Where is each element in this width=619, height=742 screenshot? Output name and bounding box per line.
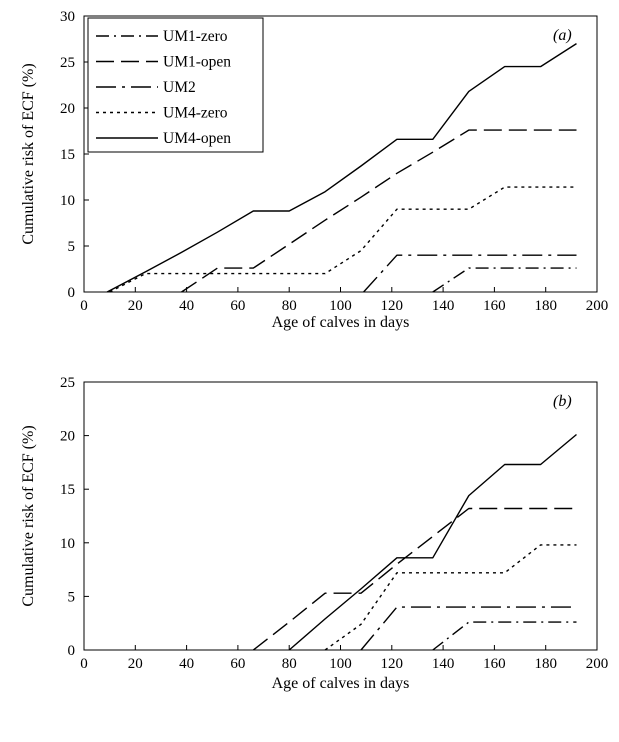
x-tick-label: 0 <box>80 656 88 672</box>
x-tick-label: 120 <box>381 656 404 672</box>
x-tick-label: 60 <box>230 298 245 314</box>
y-tick-label: 25 <box>60 55 75 71</box>
x-tick-label: 20 <box>128 656 143 672</box>
x-axis-title: Age of calves in days <box>272 675 410 692</box>
series-line-um4-open <box>288 433 577 651</box>
x-tick-label: 200 <box>586 298 609 314</box>
x-tick-label: 140 <box>432 298 455 314</box>
series-line-um1-zero <box>432 267 577 293</box>
x-tick-label: 40 <box>179 656 194 672</box>
y-tick-label: 20 <box>60 101 75 117</box>
series-line-um2 <box>363 254 577 293</box>
y-tick-label: 15 <box>60 482 75 498</box>
legend-label: UM1-open <box>163 54 231 71</box>
plot-frame <box>83 381 598 651</box>
chart-panel-b: 0 20 40 60 80 100 120 140 160 180 200 0 5 10 15 20 25 Age… <box>20 375 608 692</box>
y-tick-label: 5 <box>68 239 76 255</box>
panel-label: (a) <box>553 27 572 44</box>
legend-label: UM4-zero <box>163 105 228 122</box>
legend-label: UM2 <box>163 79 196 96</box>
legend: UM1-zero UM1-open UM2 UM4-zero UM4-open <box>87 17 264 153</box>
series-line-um2 <box>360 606 577 651</box>
x-tick-label: 120 <box>381 298 404 314</box>
series-line-um4-zero <box>109 186 577 293</box>
series-line-um1-open <box>252 507 577 651</box>
x-tick-label: 180 <box>534 298 557 314</box>
x-tick-label: 100 <box>329 298 352 314</box>
y-tick-label: 30 <box>60 9 75 25</box>
x-tick-label: 80 <box>282 656 297 672</box>
x-tick-label: 40 <box>179 298 194 314</box>
x-tick-label: 100 <box>329 656 352 672</box>
x-tick-label: 160 <box>483 298 506 314</box>
y-tick-label: 20 <box>60 429 75 445</box>
x-tick-label: 200 <box>586 656 609 672</box>
series-line-um1-open <box>181 129 577 293</box>
y-tick-label: 10 <box>60 193 75 209</box>
x-tick-label: 160 <box>483 656 506 672</box>
legend-label: UM4-open <box>163 130 231 147</box>
x-tick-label: 80 <box>282 298 297 314</box>
series-line-um1-zero <box>432 621 577 651</box>
y-tick-label: 0 <box>68 285 76 301</box>
y-axis-title: Cumulative risk of ECF (%) <box>20 425 37 606</box>
x-axis-title: Age of calves in days <box>272 314 410 331</box>
y-tick-label: 15 <box>60 147 75 163</box>
series-line-um4-zero <box>324 544 577 651</box>
y-tick-label: 0 <box>68 643 76 659</box>
y-tick-label: 5 <box>68 589 76 605</box>
y-axis-title: Cumulative risk of ECF (%) <box>20 63 37 244</box>
legend-box <box>87 17 264 153</box>
y-tick-label: 10 <box>60 536 75 552</box>
series-line-um4-open <box>106 43 577 293</box>
x-tick-label: 140 <box>432 656 455 672</box>
x-tick-label: 20 <box>128 298 143 314</box>
chart-panel-a: 0 20 40 60 80 100 120 140 160 180 200 0 5 10 15 20 25 30 A… <box>20 9 608 331</box>
x-tick-label: 0 <box>80 298 88 314</box>
x-tick-label: 60 <box>230 656 245 672</box>
x-tick-label: 180 <box>534 656 557 672</box>
panel-label: (b) <box>553 393 572 410</box>
y-tick-label: 25 <box>60 375 75 391</box>
legend-label: UM1-zero <box>163 28 228 45</box>
